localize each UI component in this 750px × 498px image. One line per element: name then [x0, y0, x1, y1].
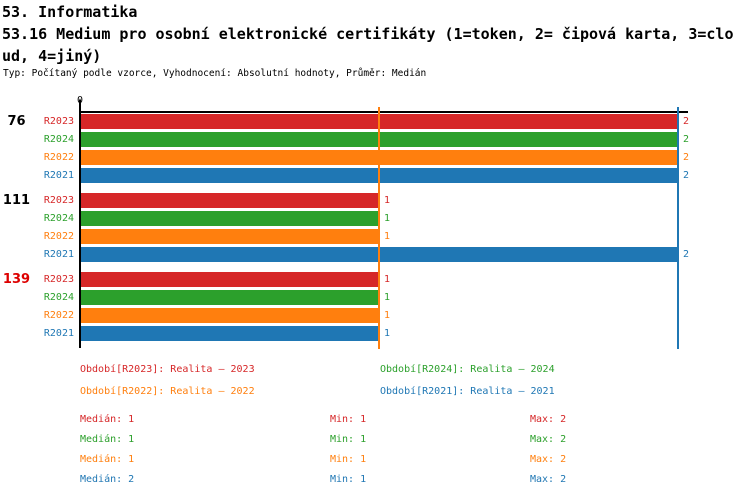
legend-item: Období[R2023]: Realita – 2023	[80, 364, 255, 375]
legend-item: Období[R2022]: Realita – 2022	[80, 386, 255, 397]
bar-value: 2	[683, 116, 690, 127]
series-label: R2021	[43, 249, 74, 260]
stat-max: Max: 2	[530, 454, 567, 465]
series-label: R2023	[43, 195, 74, 206]
series-label: R2023	[43, 274, 74, 285]
series-label: R2021	[43, 170, 74, 181]
series-label: R2023	[43, 116, 74, 127]
group-label: 111	[2, 193, 31, 208]
x-axis-line	[80, 111, 688, 113]
chart-meta: Typ: Počítaný podle vzorce, Vyhodnocení:…	[3, 68, 427, 79]
stat-min: Min: 1	[330, 454, 367, 465]
y-axis-line	[79, 100, 81, 348]
reference-line-value-2	[677, 107, 679, 349]
page-title: 53. Informatika	[2, 3, 138, 21]
bar-value: 2	[683, 134, 690, 145]
reference-line-value-1	[378, 107, 380, 349]
bar	[81, 229, 379, 244]
bar	[81, 290, 379, 305]
bar	[81, 211, 379, 226]
stat-min: Min: 1	[330, 414, 367, 425]
bar-value: 1	[384, 274, 391, 285]
bar	[81, 193, 379, 208]
legend-item: Období[R2021]: Realita – 2021	[380, 386, 555, 397]
stat-max: Max: 2	[530, 434, 567, 445]
series-label: R2022	[43, 152, 74, 163]
stat-min: Min: 1	[330, 434, 367, 445]
question-title-line2: ud, 4=jiný)	[2, 47, 102, 65]
group-label: 139	[2, 272, 31, 287]
stat-median: Medián: 1	[80, 414, 135, 425]
bar-value: 2	[683, 170, 690, 181]
stat-median: Medián: 1	[80, 454, 135, 465]
question-title-line1: 53.16 Medium pro osobní elektronické cer…	[2, 25, 734, 43]
series-label: R2024	[43, 134, 74, 145]
series-label: R2024	[43, 292, 74, 303]
series-label: R2022	[43, 310, 74, 321]
bar-value: 2	[683, 152, 690, 163]
bar-value: 1	[384, 328, 391, 339]
bar	[81, 272, 379, 287]
stat-min: Min: 1	[330, 474, 367, 485]
series-label: R2021	[43, 328, 74, 339]
series-label: R2024	[43, 213, 74, 224]
stat-max: Max: 2	[530, 414, 567, 425]
stat-median: Medián: 1	[80, 434, 135, 445]
bar-value: 2	[683, 249, 690, 260]
stat-max: Max: 2	[530, 474, 567, 485]
series-label: R2022	[43, 231, 74, 242]
bar-value: 1	[384, 231, 391, 242]
group-label: 76	[7, 114, 26, 129]
bar-value: 1	[384, 195, 391, 206]
bar-value: 1	[384, 213, 391, 224]
bar-value: 1	[384, 292, 391, 303]
bar	[81, 308, 379, 323]
legend-item: Období[R2024]: Realita – 2024	[380, 364, 555, 375]
bar	[81, 326, 379, 341]
stat-median: Medián: 2	[80, 474, 135, 485]
bar-value: 1	[384, 310, 391, 321]
